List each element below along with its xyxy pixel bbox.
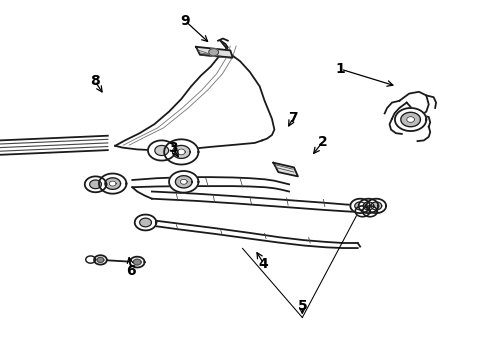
Polygon shape xyxy=(395,108,426,131)
Polygon shape xyxy=(169,171,198,193)
Polygon shape xyxy=(177,149,185,155)
Polygon shape xyxy=(140,218,151,227)
Polygon shape xyxy=(130,257,145,267)
Polygon shape xyxy=(133,259,141,265)
Polygon shape xyxy=(155,145,169,156)
Polygon shape xyxy=(172,145,190,158)
Polygon shape xyxy=(105,178,121,189)
Polygon shape xyxy=(99,174,126,194)
Polygon shape xyxy=(86,256,96,263)
Text: 9: 9 xyxy=(180,14,190,28)
Text: 5: 5 xyxy=(297,299,307,313)
Text: 6: 6 xyxy=(126,264,136,278)
Text: 7: 7 xyxy=(288,111,298,125)
Polygon shape xyxy=(85,176,106,192)
Polygon shape xyxy=(350,199,370,213)
Text: 1: 1 xyxy=(336,62,345,76)
Polygon shape xyxy=(196,47,233,58)
Polygon shape xyxy=(97,257,104,262)
Polygon shape xyxy=(363,202,374,210)
Polygon shape xyxy=(371,202,382,210)
Polygon shape xyxy=(359,199,378,213)
Polygon shape xyxy=(401,112,420,127)
Polygon shape xyxy=(148,140,175,161)
Polygon shape xyxy=(164,139,198,165)
Polygon shape xyxy=(90,180,101,189)
Polygon shape xyxy=(407,117,415,122)
Polygon shape xyxy=(109,181,116,186)
Text: 4: 4 xyxy=(259,257,269,270)
Polygon shape xyxy=(355,206,370,217)
Text: 8: 8 xyxy=(90,74,99,87)
Text: 3: 3 xyxy=(168,141,178,154)
Polygon shape xyxy=(209,49,219,56)
Polygon shape xyxy=(273,163,298,176)
Polygon shape xyxy=(94,255,107,265)
Polygon shape xyxy=(367,199,386,213)
Text: 2: 2 xyxy=(318,135,327,149)
Polygon shape xyxy=(175,176,192,188)
Polygon shape xyxy=(180,179,187,184)
Polygon shape xyxy=(135,215,156,230)
Polygon shape xyxy=(355,202,366,210)
Polygon shape xyxy=(363,206,377,217)
